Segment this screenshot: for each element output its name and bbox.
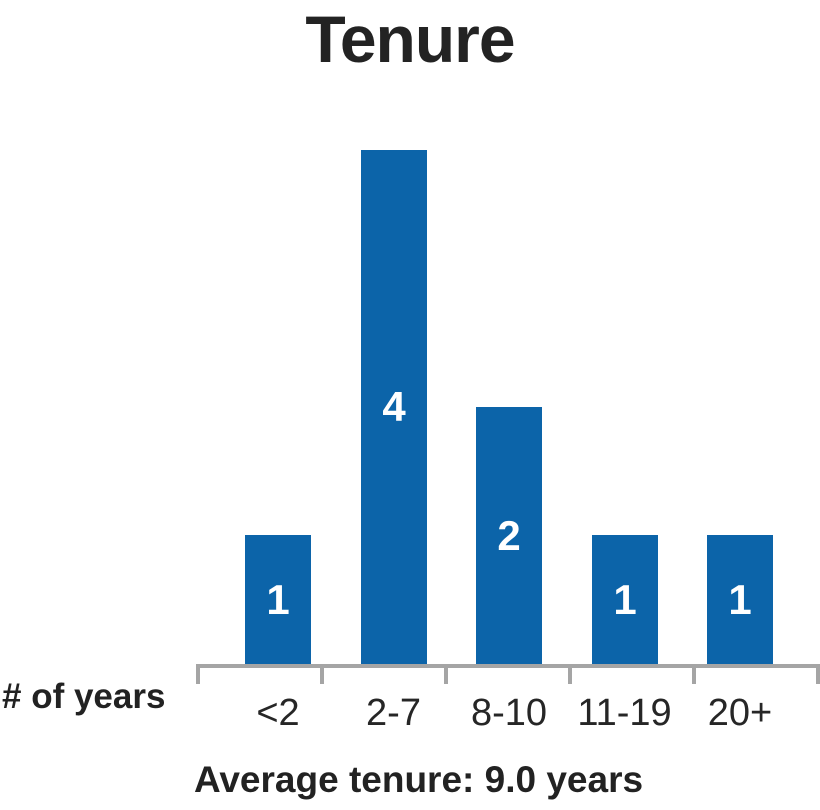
bar-<2: 1 — [245, 535, 311, 664]
x-axis-tick-label: <2 — [256, 692, 300, 734]
x-axis-tick-label: 2-7 — [366, 692, 421, 734]
bar-11-19: 1 — [592, 535, 658, 664]
bar-2-7: 4 — [361, 150, 427, 664]
bar-value-label: 1 — [728, 575, 752, 623]
chart-title: Tenure — [305, 2, 515, 76]
x-axis-tick — [692, 664, 696, 684]
x-axis-tick — [444, 664, 448, 684]
x-axis-tick-label: 20+ — [707, 692, 773, 734]
x-axis-tick — [816, 664, 820, 684]
x-axis-tick-label: 11-19 — [577, 692, 672, 734]
bar-value-label: 4 — [382, 383, 406, 430]
x-axis-tick-label: 8-10 — [470, 692, 548, 734]
x-axis-tick — [568, 664, 572, 684]
x-axis-title: # of years — [2, 677, 166, 716]
bar-value-label: 1 — [613, 575, 637, 623]
x-axis-tick — [196, 664, 200, 684]
bar-value-label: 2 — [497, 511, 521, 559]
x-axis-line — [198, 664, 818, 668]
bar-value-label: 1 — [266, 575, 290, 623]
bar-20+: 1 — [707, 535, 773, 664]
average-tenure-note: Average tenure: 9.0 years — [194, 759, 644, 800]
bar-8-10: 2 — [476, 407, 542, 664]
x-axis-tick — [320, 664, 324, 684]
